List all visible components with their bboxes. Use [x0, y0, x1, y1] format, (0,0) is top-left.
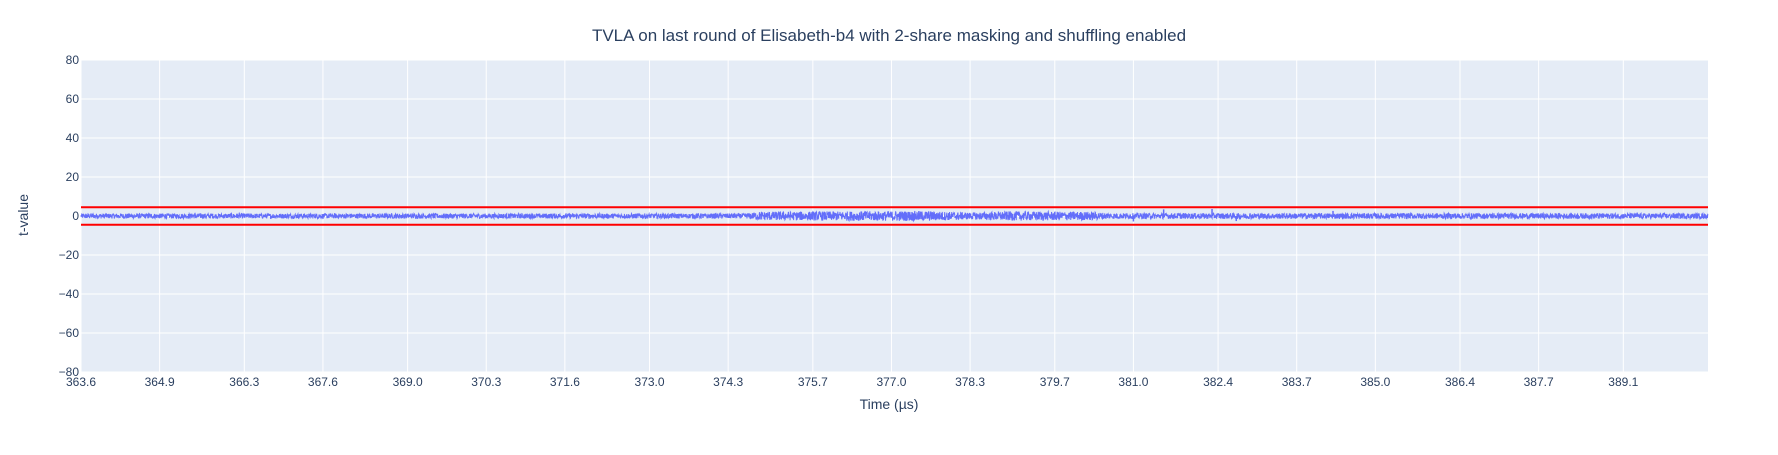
- y-axis-label: t-value: [15, 194, 31, 236]
- x-tick-label: 371.6: [550, 375, 580, 389]
- x-tick-label: 379.7: [1040, 375, 1070, 389]
- x-tick-label: 374.3: [713, 375, 743, 389]
- t-value-trace: [80, 209, 1709, 223]
- y-tick-label: 20: [66, 170, 80, 184]
- x-tick-label: 387.7: [1524, 375, 1554, 389]
- x-tick-label: 377.0: [876, 375, 906, 389]
- x-tick-label: 366.3: [229, 375, 259, 389]
- y-tick-label: −60: [59, 326, 80, 340]
- x-axis-label: Time (µs): [860, 396, 919, 412]
- x-tick-label: 370.3: [471, 375, 501, 389]
- chart-title: TVLA on last round of Elisabeth-b4 with …: [592, 26, 1186, 45]
- y-tick-label: −20: [59, 248, 80, 262]
- x-tick-label: 386.4: [1445, 375, 1475, 389]
- x-tick-label: 369.0: [393, 375, 423, 389]
- x-tick-label: 373.0: [635, 375, 665, 389]
- x-tick-label: 383.7: [1282, 375, 1312, 389]
- x-tick-label: 375.7: [798, 375, 828, 389]
- y-tick-label: 0: [72, 209, 79, 223]
- trace-layer: [80, 208, 1709, 223]
- y-tick-label: 40: [66, 131, 80, 145]
- y-tick-label: 80: [66, 53, 80, 67]
- x-tick-label: 378.3: [955, 375, 985, 389]
- threshold-lines: [81, 206, 1708, 226]
- x-tick-label: 381.0: [1118, 375, 1148, 389]
- y-tick-label: −80: [59, 365, 80, 379]
- x-tick-label: 382.4: [1203, 375, 1233, 389]
- y-tick-label: −40: [59, 287, 80, 301]
- x-tick-label: 364.9: [145, 375, 175, 389]
- x-tick-label: 367.6: [308, 375, 338, 389]
- y-tick-label: 60: [66, 92, 80, 106]
- x-tick-label: 385.0: [1360, 375, 1390, 389]
- x-axis-ticks: 363.6 364.9 366.3 367.6 369.0 370.3 371.6 373.0…: [66, 375, 1639, 389]
- x-tick-label: 363.6: [66, 375, 96, 389]
- y-axis-ticks: 80 60 40 20 0 −20 −40 −60 −80: [59, 53, 80, 379]
- x-tick-label: 389.1: [1608, 375, 1638, 389]
